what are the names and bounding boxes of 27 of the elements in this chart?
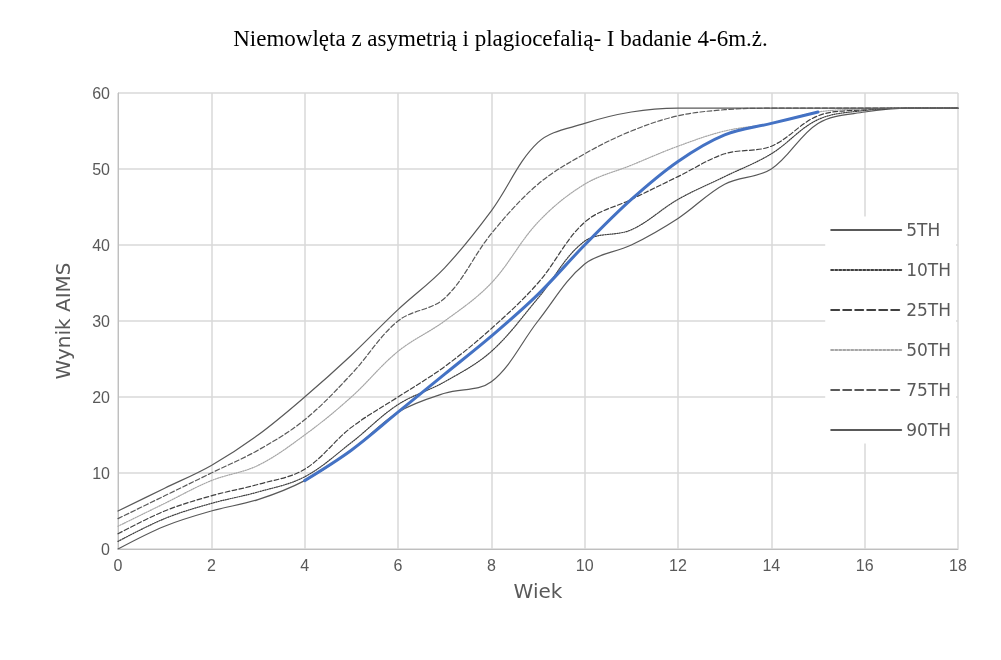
- x-tick-label: 10: [575, 556, 594, 574]
- x-tick-label: 14: [762, 556, 781, 574]
- x-tick-label: 0: [113, 556, 123, 574]
- legend-label: 10TH: [906, 260, 952, 280]
- x-tick-label: 6: [393, 556, 403, 574]
- chart-title: Niemowlęta z asymetrią i plagiocefalią- I badanie 4-6m.ż.: [233, 26, 768, 51]
- y-tick-label: 0: [101, 540, 111, 558]
- x-tick-label: 12: [669, 556, 687, 574]
- x-tick-label: 18: [949, 556, 967, 574]
- x-tick-label: 16: [855, 556, 874, 574]
- legend-label: 25TH: [906, 300, 952, 320]
- y-tick-label: 10: [92, 464, 111, 482]
- y-tick-label: 20: [92, 388, 111, 406]
- x-axis-title: Wiek: [513, 579, 563, 603]
- legend-label: 75TH: [906, 380, 952, 400]
- x-tick-label: 4: [300, 556, 310, 574]
- y-tick-label: 60: [92, 84, 111, 102]
- legend-label: 50TH: [906, 340, 952, 360]
- x-tick-label: 2: [206, 556, 216, 574]
- y-tick-label: 50: [92, 160, 111, 178]
- y-tick-label: 40: [92, 236, 111, 254]
- x-tick-label: 8: [486, 556, 496, 574]
- legend-label: 5TH: [906, 220, 941, 240]
- y-tick-label: 30: [92, 312, 111, 330]
- y-axis-title: Wynik AIMS: [51, 262, 75, 380]
- line-series: [303, 110, 820, 483]
- legend-label: 90TH: [906, 420, 952, 440]
